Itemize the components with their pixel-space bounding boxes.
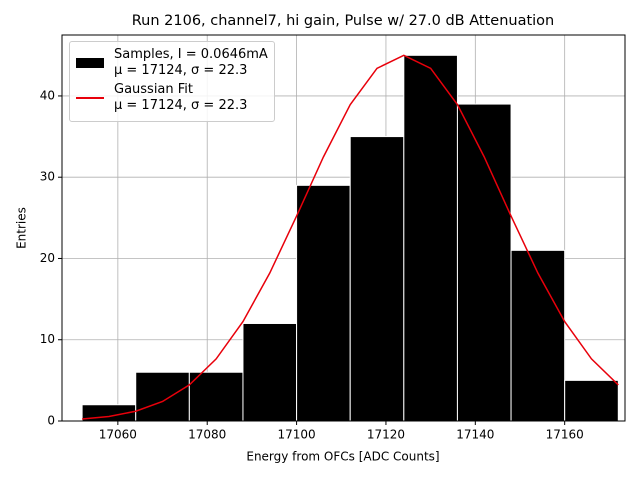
y-tick-label: 0 bbox=[47, 414, 55, 428]
bar bbox=[135, 371, 190, 422]
bar bbox=[510, 249, 566, 422]
legend-swatch bbox=[76, 97, 104, 99]
legend: Samples, I = 0.0646mA μ = 17124, σ = 22.… bbox=[69, 41, 275, 122]
y-axis-label: Entries bbox=[15, 207, 29, 249]
legend-entry: Samples, I = 0.0646mA μ = 17124, σ = 22.… bbox=[76, 47, 268, 79]
legend-swatch bbox=[76, 58, 104, 68]
y-tick-label: 20 bbox=[40, 251, 55, 265]
y-tick-label: 30 bbox=[40, 170, 55, 184]
x-tick-label: 17080 bbox=[188, 428, 226, 442]
legend-entry: Gaussian Fit μ = 17124, σ = 22.3 bbox=[76, 82, 268, 114]
bar bbox=[296, 184, 351, 422]
x-tick-label: 17060 bbox=[99, 428, 137, 442]
y-tick-label: 10 bbox=[40, 332, 55, 346]
x-tick-label: 17100 bbox=[277, 428, 315, 442]
plot-frame bbox=[61, 34, 626, 422]
fit-line bbox=[82, 54, 619, 420]
x-tick-label: 17160 bbox=[546, 428, 584, 442]
bar bbox=[349, 136, 405, 422]
legend-label: Samples, I = 0.0646mA μ = 17124, σ = 22.… bbox=[114, 47, 268, 78]
bar bbox=[403, 54, 458, 422]
bar bbox=[564, 379, 619, 422]
x-tick-label: 17120 bbox=[367, 428, 405, 442]
x-tick-label: 17140 bbox=[456, 428, 494, 442]
bar bbox=[456, 103, 512, 422]
bar bbox=[188, 371, 244, 422]
bar bbox=[242, 322, 298, 422]
legend-label: Gaussian Fit μ = 17124, σ = 22.3 bbox=[114, 82, 248, 113]
y-tick-label: 40 bbox=[40, 88, 55, 102]
x-axis-label: Energy from OFCs [ADC Counts] bbox=[246, 450, 439, 464]
chart-title: Run 2106, channel7, hi gain, Pulse w/ 27… bbox=[132, 13, 555, 29]
